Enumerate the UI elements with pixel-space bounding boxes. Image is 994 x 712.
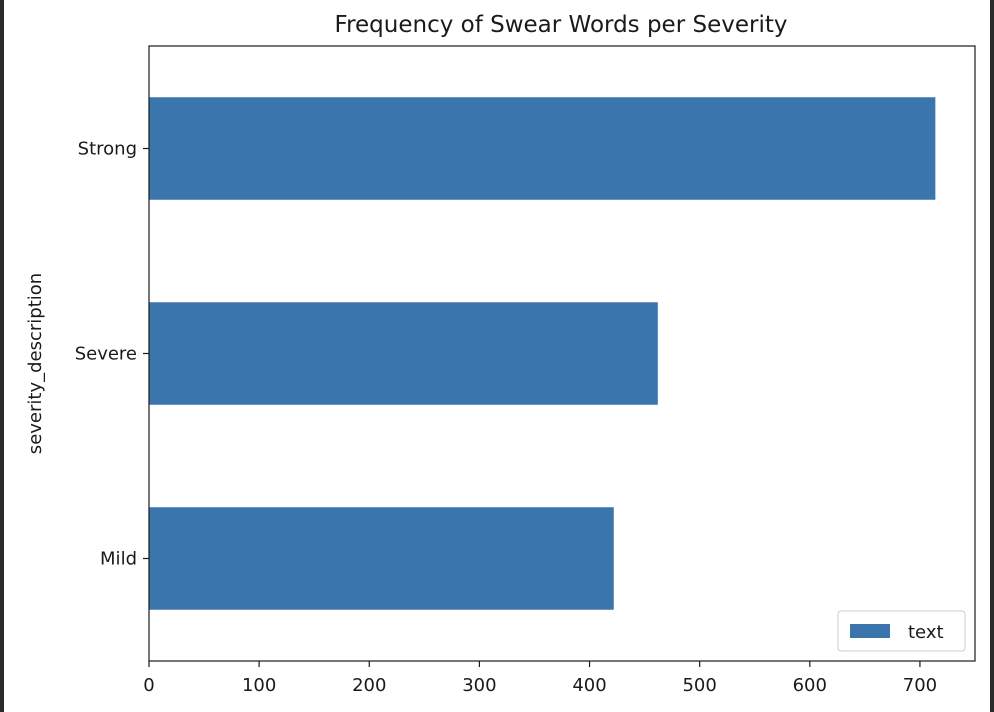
x-tick-label: 200 <box>352 675 386 696</box>
legend-box <box>837 610 966 652</box>
y-tick-label: Severe <box>75 344 137 365</box>
y-axis-label: severity_description <box>25 273 46 454</box>
bar-chart: Frequency of Swear Words per Severity se… <box>25 12 976 696</box>
bars-group <box>149 97 936 610</box>
bar-severe <box>149 302 658 405</box>
plot-area-border <box>148 45 976 662</box>
x-tick-label: 300 <box>462 675 496 696</box>
x-tick-label: 500 <box>682 675 716 696</box>
x-ticks-group: 0 100 200 300 400 500 600 700 <box>143 661 937 696</box>
legend-swatch <box>850 624 890 638</box>
x-tick-label: 0 <box>143 675 154 696</box>
y-ticks-group: Mild Severe Strong <box>75 139 149 570</box>
legend: text <box>837 610 966 652</box>
y-tick-label: Strong <box>78 139 137 160</box>
bar-mild <box>149 507 614 610</box>
chart-frame: Frequency of Swear Words per Severity se… <box>4 0 990 712</box>
bar-strong <box>149 97 936 200</box>
x-tick-label: 600 <box>793 675 827 696</box>
x-tick-label: 400 <box>572 675 606 696</box>
chart-title: Frequency of Swear Words per Severity <box>335 12 788 38</box>
x-tick-label: 700 <box>903 675 937 696</box>
y-tick-label: Mild <box>100 549 137 570</box>
legend-label: text <box>908 622 944 643</box>
x-tick-label: 100 <box>242 675 276 696</box>
